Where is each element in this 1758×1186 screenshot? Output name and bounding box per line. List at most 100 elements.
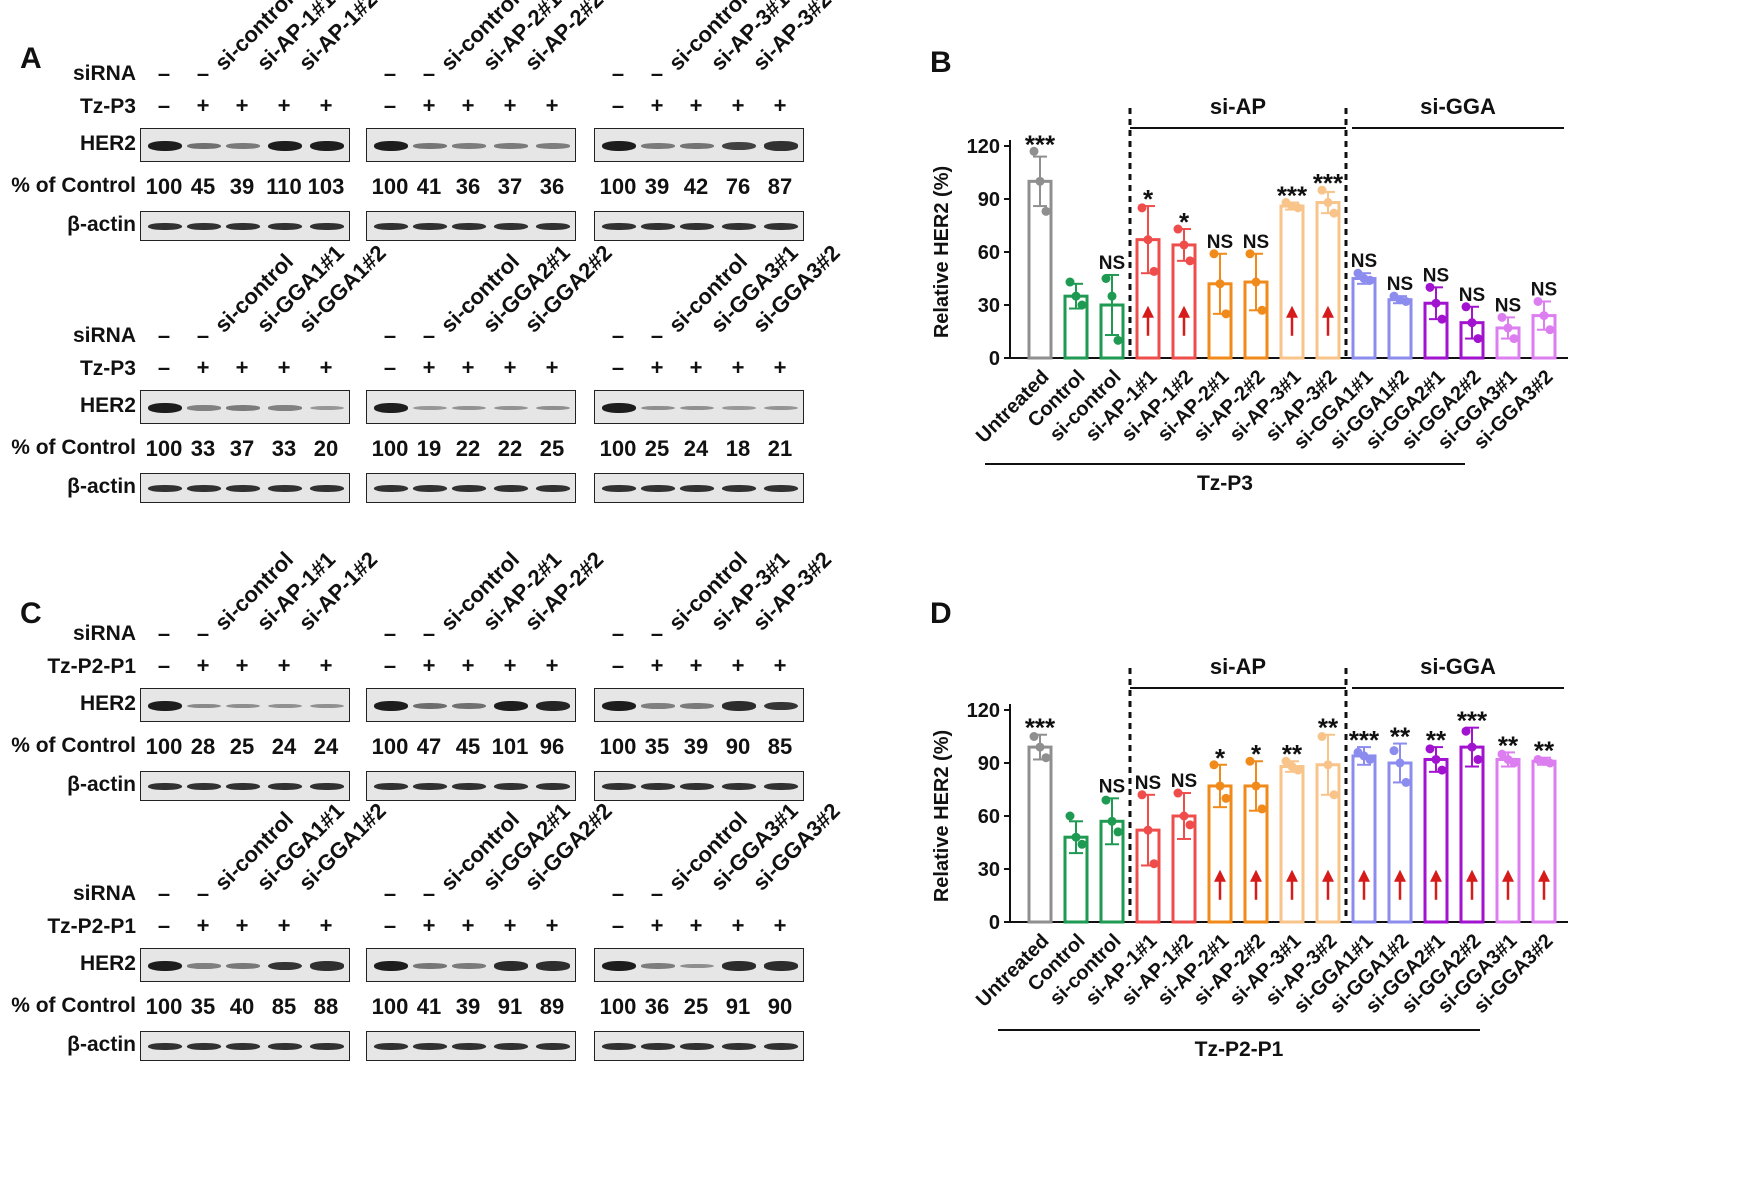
pct-value: 100 [599, 994, 637, 1019]
pct-value: 100 [371, 174, 409, 199]
actin-band [536, 485, 570, 492]
group-label: si-AP [1210, 94, 1266, 119]
actin-blot-strip [594, 771, 804, 801]
pct-value: 33 [190, 436, 216, 461]
panel-label-c: C [20, 597, 42, 630]
treatment-minus: – [383, 93, 397, 118]
row-label-pct-control: % of Control [11, 436, 136, 459]
her2-band [641, 703, 675, 709]
data-point [1497, 749, 1507, 759]
up-arrow-head [1178, 305, 1190, 318]
actin-band [494, 783, 528, 790]
actin-band [536, 223, 570, 230]
up-arrow-head [1214, 869, 1226, 882]
actin-band [602, 223, 636, 230]
treatment-plus: + [235, 93, 249, 118]
data-point [1107, 816, 1117, 826]
her2-band [268, 703, 302, 709]
y-tick-label: 90 [978, 753, 1000, 775]
her2-band [680, 143, 714, 149]
significance-label: ** [1498, 730, 1519, 760]
data-point [1173, 224, 1183, 234]
actin-band [452, 1043, 486, 1050]
actin-band [494, 1043, 528, 1050]
her2-band [148, 961, 182, 971]
her2-band [187, 405, 221, 411]
row-label-actin: β-actin [67, 1033, 136, 1056]
y-tick-label: 30 [978, 295, 1000, 317]
sirna-minus: – [196, 881, 210, 906]
data-point [1143, 235, 1153, 245]
treatment-plus: + [319, 93, 333, 118]
her2-band [494, 701, 528, 711]
her2-band [602, 141, 636, 151]
actin-band [764, 223, 798, 230]
her2-band [536, 405, 570, 411]
actin-blot-strip [594, 473, 804, 503]
her2-band [722, 961, 756, 971]
treatment-plus: + [650, 355, 664, 380]
pct-value: 19 [416, 436, 442, 461]
actin-band [148, 1043, 182, 1050]
data-point [1461, 302, 1471, 312]
data-point [1293, 765, 1303, 775]
pct-value: 39 [455, 994, 481, 1019]
significance-label: NS [1135, 773, 1161, 794]
data-point [1323, 198, 1333, 208]
data-point [1101, 795, 1111, 805]
actin-band [413, 485, 447, 492]
treatment-plus: + [319, 913, 333, 938]
pct-value: 36 [644, 994, 670, 1019]
y-tick-label: 60 [978, 242, 1000, 264]
data-point [1467, 318, 1477, 328]
her2-band [413, 963, 447, 969]
data-point [1113, 335, 1123, 345]
sirna-minus: – [650, 881, 664, 906]
bar [1027, 745, 1053, 924]
treatment-plus: + [545, 913, 559, 938]
actin-band [187, 485, 221, 492]
data-point [1215, 781, 1225, 791]
pct-value: 39 [683, 734, 709, 759]
data-point [1437, 314, 1447, 324]
treatment-plus: + [196, 355, 210, 380]
data-point [1281, 756, 1291, 766]
pct-value: 21 [767, 436, 793, 461]
data-point [1251, 781, 1261, 791]
actin-band [536, 1043, 570, 1050]
treatment-plus: + [731, 93, 745, 118]
bar [1351, 277, 1377, 360]
actin-band [413, 783, 447, 790]
her2-band [148, 403, 182, 413]
actin-band [226, 485, 260, 492]
data-point [1035, 742, 1045, 752]
actin-band [268, 1043, 302, 1050]
actin-band [452, 485, 486, 492]
pct-value: 22 [497, 436, 523, 461]
data-point [1077, 300, 1087, 310]
her2-band [374, 961, 408, 971]
treatment-minus: – [611, 913, 625, 938]
pct-value: 39 [229, 174, 255, 199]
y-axis-label: Relative HER2 (%) [931, 730, 953, 902]
treatment-plus: + [650, 653, 664, 678]
her2-band [494, 143, 528, 149]
pct-value: 85 [271, 994, 297, 1019]
actin-band [268, 783, 302, 790]
her2-band [268, 141, 302, 151]
up-arrow-head [1286, 869, 1298, 882]
her2-band [452, 143, 486, 149]
actin-band [452, 783, 486, 790]
her2-band [494, 961, 528, 971]
y-tick-label: 30 [978, 859, 1000, 881]
significance-label: * [1215, 743, 1226, 773]
her2-band [680, 405, 714, 411]
treatment-plus: + [689, 93, 703, 118]
up-arrow-head [1250, 869, 1262, 882]
treatment-plus: + [545, 653, 559, 678]
treatment-plus: + [773, 653, 787, 678]
actin-band [602, 783, 636, 790]
actin-band [310, 223, 344, 230]
panel-label-a: A [20, 42, 42, 75]
treatment-plus: + [422, 653, 436, 678]
